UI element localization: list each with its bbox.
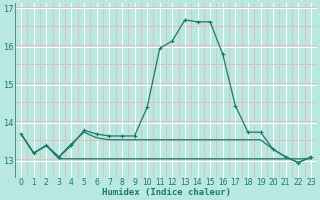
X-axis label: Humidex (Indice chaleur): Humidex (Indice chaleur) bbox=[101, 188, 230, 197]
